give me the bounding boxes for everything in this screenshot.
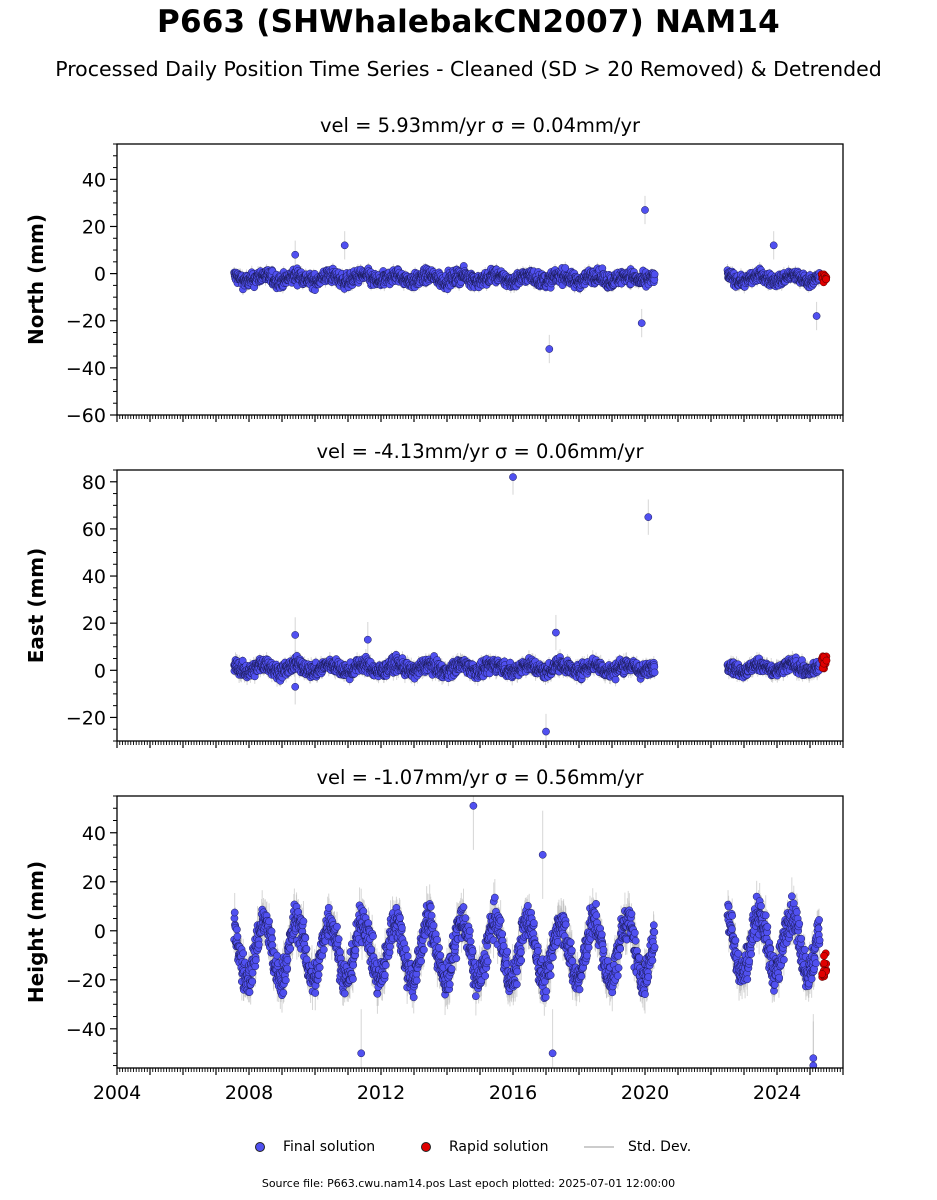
final-solution-point — [545, 345, 554, 353]
panel-title: vel = 5.93mm/yr σ = 0.04mm/yr — [320, 114, 641, 137]
final-solution-point — [340, 241, 349, 250]
y-tick-label: 40 — [82, 169, 106, 191]
y-axis-label: North (mm) — [24, 214, 48, 345]
page-title: P663 (SHWhalebakCN2007) NAM14 — [157, 4, 780, 40]
y-tick-label: 0 — [94, 264, 106, 286]
final-solution-point — [641, 206, 649, 214]
y-axis-label: East (mm) — [24, 548, 48, 664]
final-solution-point — [650, 270, 659, 279]
plot-area — [230, 470, 831, 741]
rapid-solution-point — [822, 275, 830, 284]
y-tick-label: −60 — [66, 405, 106, 427]
y-tick-label: −20 — [66, 311, 106, 333]
final-solution-point — [637, 319, 646, 327]
final-solution-point — [291, 250, 300, 259]
page-subtitle: Processed Daily Position Time Series - C… — [55, 57, 882, 81]
plot-area — [230, 195, 831, 364]
final-solution-point — [812, 312, 821, 320]
y-tick-label: 20 — [82, 216, 106, 238]
y-tick-label: −40 — [66, 358, 106, 380]
panel-title: vel = -4.13mm/yr σ = 0.06mm/yr — [316, 440, 644, 463]
final-solution-point — [561, 264, 570, 272]
final-solution-point — [769, 241, 778, 250]
